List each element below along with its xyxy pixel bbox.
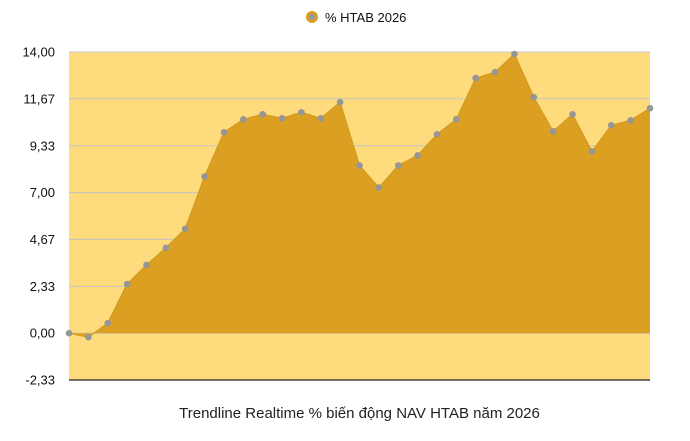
y-tick-label: -2,33	[25, 373, 55, 388]
data-point	[453, 115, 460, 123]
legend-swatch-marker	[308, 13, 316, 21]
data-point	[414, 152, 421, 159]
series-area	[69, 54, 650, 338]
data-point	[201, 173, 208, 180]
data-point	[278, 114, 286, 122]
legend-label: % HTAB 2026	[325, 10, 406, 25]
data-point	[123, 280, 131, 288]
y-axis-tick-labels: 14,00 11,67 9,33 7,00 4,67 2,33 0,00 -2,33	[22, 45, 55, 388]
data-point	[491, 68, 499, 76]
data-point	[317, 114, 325, 122]
data-point	[472, 74, 480, 82]
data-point	[220, 129, 228, 136]
legend[interactable]: % HTAB 2026	[306, 10, 406, 25]
data-point	[530, 93, 538, 101]
y-tick-label: 11,67	[23, 91, 55, 106]
y-tick-label: 0,00	[30, 326, 55, 341]
data-point	[646, 104, 654, 112]
data-point	[394, 162, 402, 169]
data-point	[336, 98, 344, 106]
data-point	[375, 184, 383, 191]
data-point	[259, 110, 266, 118]
x-axis-label: Trendline Realtime % biến động NAV HTAB …	[179, 405, 540, 422]
data-point	[181, 225, 189, 233]
data-point	[588, 148, 596, 155]
data-point	[65, 329, 73, 337]
data-point	[549, 128, 557, 135]
data-point	[162, 244, 170, 252]
data-point	[511, 50, 518, 58]
y-tick-label: 2,33	[30, 279, 55, 294]
y-tick-label: 7,00	[30, 185, 55, 200]
data-point	[143, 261, 150, 269]
data-point	[433, 131, 441, 138]
data-points	[65, 50, 654, 341]
data-point	[569, 110, 576, 118]
data-point	[298, 108, 305, 116]
y-tick-label: 9,33	[30, 138, 55, 153]
data-point	[356, 162, 363, 169]
data-point	[607, 122, 615, 129]
y-tick-label: 4,67	[30, 232, 55, 247]
data-point	[104, 319, 112, 327]
y-tick-label: 14,00	[22, 45, 55, 60]
data-point	[240, 115, 247, 123]
data-point	[627, 116, 634, 124]
data-point	[85, 333, 92, 341]
